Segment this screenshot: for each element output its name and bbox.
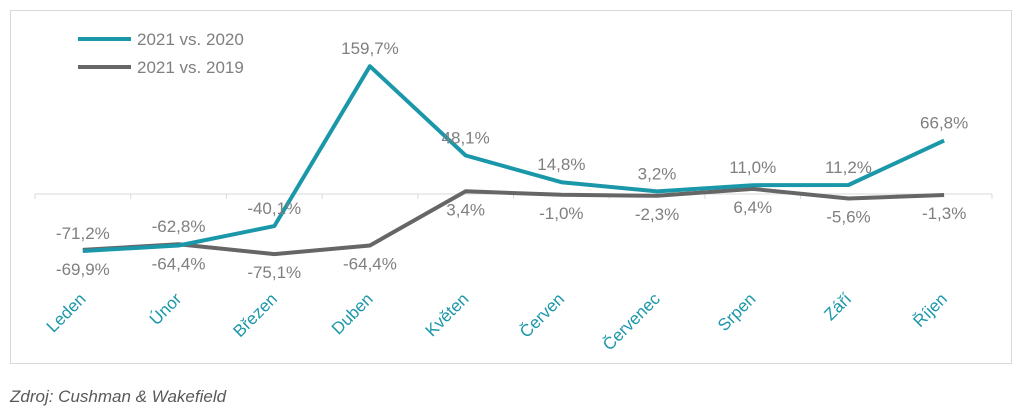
legend-label: 2021 vs. 2019 <box>137 58 244 77</box>
data-label-s2: -2,3% <box>635 205 679 224</box>
source-note: Zdroj: Cushman & Wakefield <box>10 387 227 406</box>
data-label-s1: 11,2% <box>825 158 872 177</box>
data-label-s1: -71,2% <box>56 224 110 243</box>
data-label-s2: -62,8% <box>152 217 206 236</box>
series-line-2 <box>82 186 945 257</box>
category-labels: Leden Únor Březen Duben Květen Červen Červenec… <box>43 289 951 354</box>
data-label-s1: 3,2% <box>638 164 677 183</box>
data-label-s2: -5,6% <box>826 207 870 226</box>
category-label: Červen <box>516 289 568 341</box>
chart-frame <box>10 10 1012 364</box>
category-label: Srpen <box>714 289 760 335</box>
category-label: Leden <box>43 289 90 336</box>
category-label: Duben <box>328 289 377 338</box>
data-label-s2: -1,0% <box>539 204 583 223</box>
category-label: Březen <box>230 289 282 341</box>
data-label-s2: -1,3% <box>922 204 966 223</box>
data-label-s2: 3,4% <box>446 200 485 219</box>
data-label-s1: 14,8% <box>537 155 585 174</box>
lines-layer <box>82 64 945 257</box>
data-label-s1: -64,4% <box>152 255 206 274</box>
data-label-s2: -64,4% <box>343 255 397 274</box>
category-label: Říjen <box>909 289 950 330</box>
legend-label: 2021 vs. 2020 <box>137 30 244 49</box>
data-label-s2: 6,4% <box>733 198 772 217</box>
labels-layer: -71,2% -69,9% -64,4% -62,8% -40,1% -75,1% 159,… <box>56 39 968 282</box>
category-label: Červenec <box>599 289 664 354</box>
data-label-s1: 159,7% <box>341 39 399 58</box>
data-label-s1: 11,0% <box>729 158 776 177</box>
data-label-s1: 66,8% <box>920 114 968 133</box>
legend: 2021 vs. 2020 2021 vs. 2019 <box>78 30 244 77</box>
category-label: Září <box>820 289 855 324</box>
data-label-s2: -69,9% <box>56 260 110 279</box>
data-label-s1: 48,1% <box>442 129 490 148</box>
category-label: Únor <box>146 289 186 329</box>
category-label: Květen <box>422 289 473 340</box>
data-label-s1: -40,1% <box>247 199 301 218</box>
series-line-1 <box>82 64 945 253</box>
data-label-s2: -75,1% <box>247 263 301 282</box>
